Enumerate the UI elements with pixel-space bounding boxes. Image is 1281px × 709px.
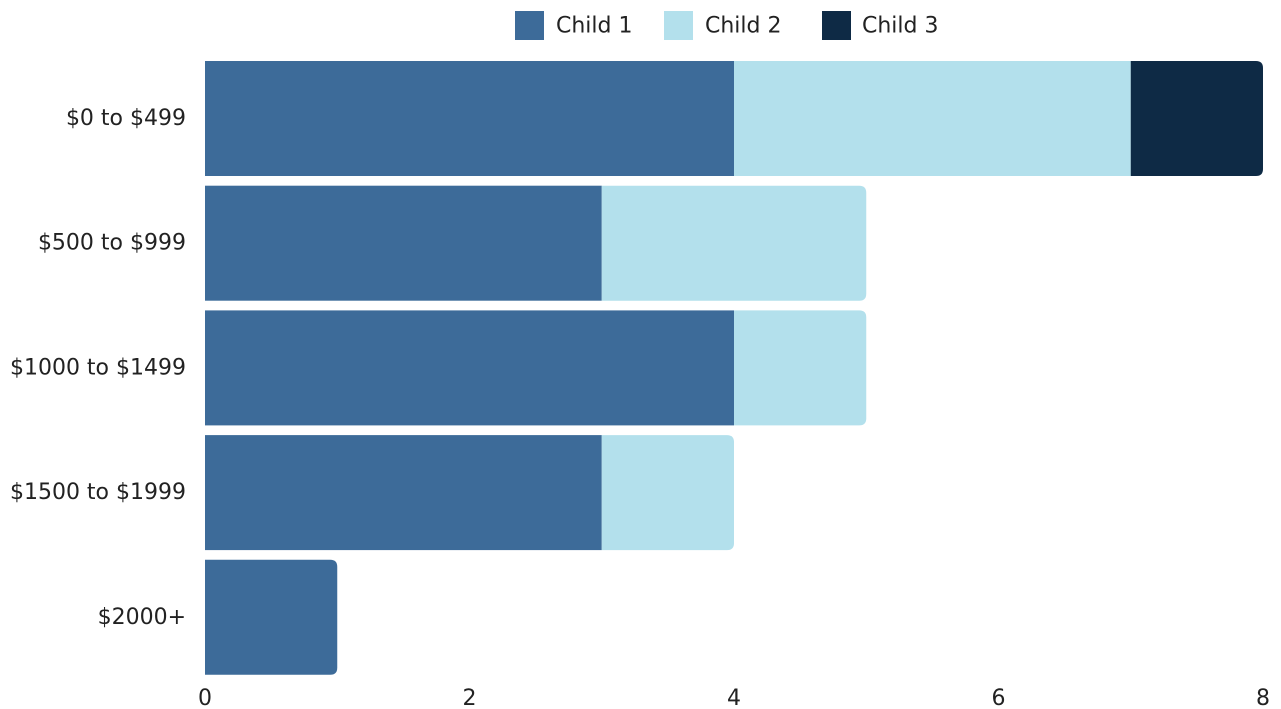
bar-child-2-row-3 bbox=[734, 310, 867, 426]
bar-child-1-row-5 bbox=[205, 559, 338, 675]
category-label-1: $0 to $499 bbox=[66, 106, 186, 131]
bar-child-1-row-3 bbox=[205, 310, 734, 426]
x-tick-label-1: 0 bbox=[198, 686, 212, 709]
bar-child-3-row-1 bbox=[1130, 61, 1263, 176]
legend-label-child-2: Child 2 bbox=[705, 14, 781, 39]
category-label-3: $1000 to $1499 bbox=[10, 355, 186, 380]
legend-swatch-child-3 bbox=[822, 11, 851, 40]
bar-child-2-row-1 bbox=[734, 61, 1131, 176]
x-tick-label-5: 8 bbox=[1256, 686, 1270, 709]
legend-swatch-child-1 bbox=[515, 11, 544, 40]
category-label-2: $500 to $999 bbox=[38, 231, 186, 256]
bar-child-2-row-4 bbox=[601, 435, 734, 551]
x-tick-label-4: 6 bbox=[992, 686, 1006, 709]
bars bbox=[205, 61, 1263, 675]
legend-swatch-child-2 bbox=[664, 11, 693, 40]
legend-label-child-1: Child 1 bbox=[556, 14, 632, 39]
category-labels: $0 to $499 $500 to $999 $1000 to $1499 $150… bbox=[10, 106, 186, 630]
category-label-4: $1500 to $1999 bbox=[10, 480, 186, 505]
bar-child-1-row-2 bbox=[205, 185, 602, 301]
x-tick-label-2: 2 bbox=[463, 686, 477, 709]
x-tick-label-3: 4 bbox=[727, 686, 741, 709]
bar-child-1-row-1 bbox=[205, 61, 734, 176]
category-label-5: $2000+ bbox=[98, 605, 186, 630]
legend: Child 1 Child 2 Child 3 bbox=[515, 11, 938, 40]
legend-label-child-3: Child 3 bbox=[862, 14, 938, 39]
x-axis-ticks: 0 2 4 6 8 bbox=[198, 686, 1270, 709]
bar-child-2-row-2 bbox=[601, 185, 867, 301]
bar-child-1-row-4 bbox=[205, 435, 602, 551]
